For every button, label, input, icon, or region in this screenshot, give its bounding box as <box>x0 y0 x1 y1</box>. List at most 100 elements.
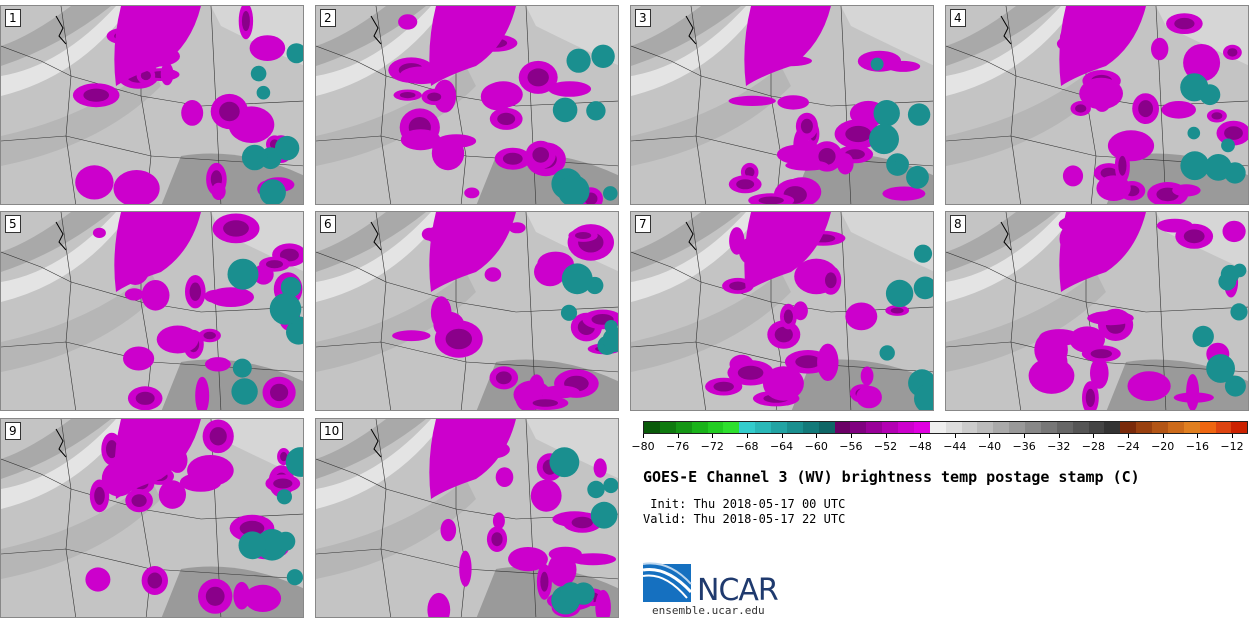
colorbar-segment <box>1215 422 1232 433</box>
tick-label: −56 <box>839 440 863 453</box>
tick-label: −36 <box>1012 440 1036 453</box>
colorbar-segment <box>882 422 898 433</box>
tick-label: −68 <box>735 440 759 453</box>
colorbar-segment <box>707 422 724 433</box>
colorbar-segment <box>1072 422 1089 433</box>
panel-number: 2 <box>320 9 336 27</box>
colorbar-segment <box>850 422 867 433</box>
tick-mark <box>954 434 956 438</box>
tick-mark <box>1128 434 1130 438</box>
colorbar-segment <box>866 422 883 433</box>
tick-label: −64 <box>769 440 794 453</box>
colorbar-segment <box>1183 422 1200 433</box>
colorbar-segment <box>993 422 1010 433</box>
colorbar-segment <box>977 422 994 433</box>
tick-mark <box>712 434 714 438</box>
panel-number: 4 <box>950 9 966 27</box>
tick-mark <box>1232 434 1233 438</box>
map-panel: 4 <box>945 5 1249 205</box>
map-panel: 7 <box>630 211 934 411</box>
tick-mark <box>885 434 887 438</box>
colorbar-segment <box>659 422 676 433</box>
tick-mark <box>920 434 922 438</box>
colorbar-segment <box>1199 422 1216 433</box>
map-panel: 1 <box>0 5 304 205</box>
tick-mark <box>1162 434 1164 438</box>
colorbar-segment <box>945 422 962 433</box>
tick-label: −76 <box>666 440 690 453</box>
tick-label: −28 <box>1081 440 1106 453</box>
colorbar-segment <box>1167 422 1184 433</box>
tick-mark <box>1197 434 1199 438</box>
colorbar-segment <box>1040 422 1057 433</box>
panel-number: 1 <box>5 9 21 27</box>
colorbar-segment <box>961 422 978 433</box>
valid-time: Valid: Thu 2018-05-17 22 UTC <box>643 512 846 526</box>
map-panel: 5 <box>0 211 304 411</box>
colorbar-segment <box>1152 422 1168 433</box>
logo-text: NCAR <box>697 573 779 608</box>
colorbar-segment <box>739 422 756 433</box>
tick-mark <box>677 434 679 438</box>
map-panel: 3 <box>630 5 934 205</box>
colorbar-segment <box>723 422 740 433</box>
colorbar-ticks: −80 −76 −72 −68 −64 −60 −56 −52 −48 −44 −40 −36 −32−… <box>631 434 1248 456</box>
colorbar-segment <box>771 422 787 433</box>
colorbar-segment <box>1025 422 1041 433</box>
panel-number: 7 <box>635 215 651 233</box>
tick-mark <box>746 434 748 438</box>
logo-url: ensemble.ucar.edu <box>652 604 765 617</box>
tick-mark <box>989 434 991 438</box>
map-panel: 9 <box>0 418 304 618</box>
tick-label: −48 <box>908 440 932 453</box>
tick-label: −80 <box>631 440 655 453</box>
panel-number: 9 <box>5 422 21 440</box>
tick-label: −20 <box>1151 440 1175 453</box>
colorbar <box>643 421 1248 434</box>
panel-number: 8 <box>950 215 966 233</box>
init-time: Init: Thu 2018-05-17 00 UTC <box>643 497 846 511</box>
panel-number: 10 <box>320 422 344 440</box>
tick-label: −16 <box>1185 440 1209 453</box>
tick-label: −44 <box>943 440 967 453</box>
colorbar-segment <box>929 422 946 433</box>
colorbar-segment <box>834 422 851 433</box>
colorbar-segment <box>818 422 835 433</box>
colorbar-segment <box>786 422 803 433</box>
colorbar-segment <box>1056 422 1073 433</box>
colorbar-segment <box>898 422 914 433</box>
colorbar-segment <box>913 422 930 433</box>
panel-number: 6 <box>320 215 336 233</box>
panel-number: 3 <box>635 9 651 27</box>
colorbar-segment <box>1231 422 1248 433</box>
tick-mark <box>1058 434 1060 438</box>
tick-mark <box>1024 434 1026 438</box>
ncar-logo-icon <box>643 562 693 602</box>
colorbar-segment <box>691 422 708 433</box>
tick-mark <box>781 434 783 438</box>
tick-mark <box>816 434 818 438</box>
colorbar-segment <box>644 422 660 433</box>
tick-label: −72 <box>700 440 724 453</box>
tick-label: −24 <box>1116 440 1140 453</box>
tick-mark <box>1093 434 1095 438</box>
colorbar-segment <box>1009 422 1025 433</box>
map-panel: 10 <box>315 418 619 618</box>
chart-title: GOES-E Channel 3 (WV) brightness temp po… <box>643 468 1140 486</box>
map-panel: 6 <box>315 211 619 411</box>
tick-label: −40 <box>977 440 1002 453</box>
panel-number: 5 <box>5 215 21 233</box>
colorbar-segment <box>1120 422 1137 433</box>
map-panel: 8 <box>945 211 1249 411</box>
colorbar-segment <box>755 422 771 433</box>
tick-mark <box>643 434 644 438</box>
colorbar-segment <box>1104 422 1121 433</box>
colorbar-segment <box>1088 422 1105 433</box>
tick-label: −32 <box>1047 440 1071 453</box>
map-panel: 2 <box>315 5 619 205</box>
tick-label: −60 <box>804 440 828 453</box>
colorbar-segment <box>802 422 819 433</box>
tick-label: −52 <box>873 440 898 453</box>
colorbar-segment <box>675 422 692 433</box>
colorbar-segment <box>1136 422 1152 433</box>
